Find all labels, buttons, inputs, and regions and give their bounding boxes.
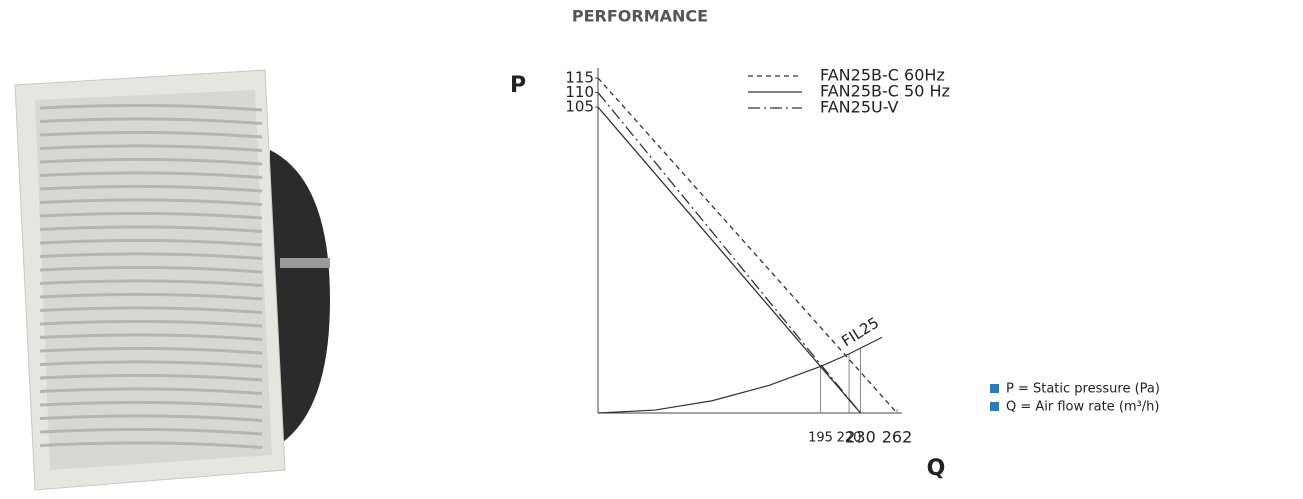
x-axis-label: Q	[927, 456, 946, 481]
louver	[39, 387, 263, 395]
louver	[39, 198, 263, 206]
note-bullet	[990, 402, 999, 411]
legend-label: FAN25B-C 60Hz	[820, 66, 945, 85]
x-tick-label: 262	[882, 428, 913, 447]
louver	[39, 211, 263, 220]
louver	[39, 414, 263, 422]
louver	[39, 157, 263, 166]
louver	[39, 319, 263, 328]
louver	[39, 265, 263, 274]
louver	[39, 171, 263, 179]
legend-label: FAN25U-V	[820, 98, 899, 117]
louver	[39, 103, 263, 112]
louver	[39, 117, 263, 125]
x-tick-label: 220	[837, 431, 862, 446]
louver	[39, 360, 263, 368]
filter-curve	[597, 336, 883, 414]
note-bullet	[990, 384, 999, 393]
louver	[39, 346, 263, 355]
x-tick-label: 195	[808, 431, 833, 446]
louver	[39, 400, 263, 409]
louver	[39, 292, 263, 301]
series-line	[597, 92, 861, 414]
louver	[39, 333, 263, 341]
legend-label: FAN25B-C 50 Hz	[820, 82, 950, 101]
y-tick-label: 105	[565, 98, 594, 116]
chart-title: PERFORMANCE	[572, 7, 708, 26]
note: Q = Air flow rate (m³/h)	[1006, 400, 1159, 415]
louver	[39, 144, 263, 152]
filter-label: FIL25	[838, 314, 882, 351]
louver	[39, 238, 263, 247]
x-tick-label: 230	[845, 428, 876, 447]
louver	[39, 306, 263, 314]
louver	[39, 373, 263, 382]
louver	[39, 225, 263, 233]
y-tick-label: 110	[565, 83, 594, 101]
y-axis-label: P	[510, 73, 526, 98]
y-tick-label: 115	[565, 69, 594, 87]
louver	[39, 279, 263, 287]
louver	[39, 427, 263, 436]
note: P = Static pressure (Pa)	[1006, 382, 1160, 397]
louver	[39, 441, 263, 449]
series-line	[597, 106, 861, 414]
fan-image	[14, 69, 330, 491]
louver	[39, 130, 263, 139]
louver	[39, 252, 263, 260]
series-line	[597, 77, 898, 414]
louver	[39, 184, 263, 193]
